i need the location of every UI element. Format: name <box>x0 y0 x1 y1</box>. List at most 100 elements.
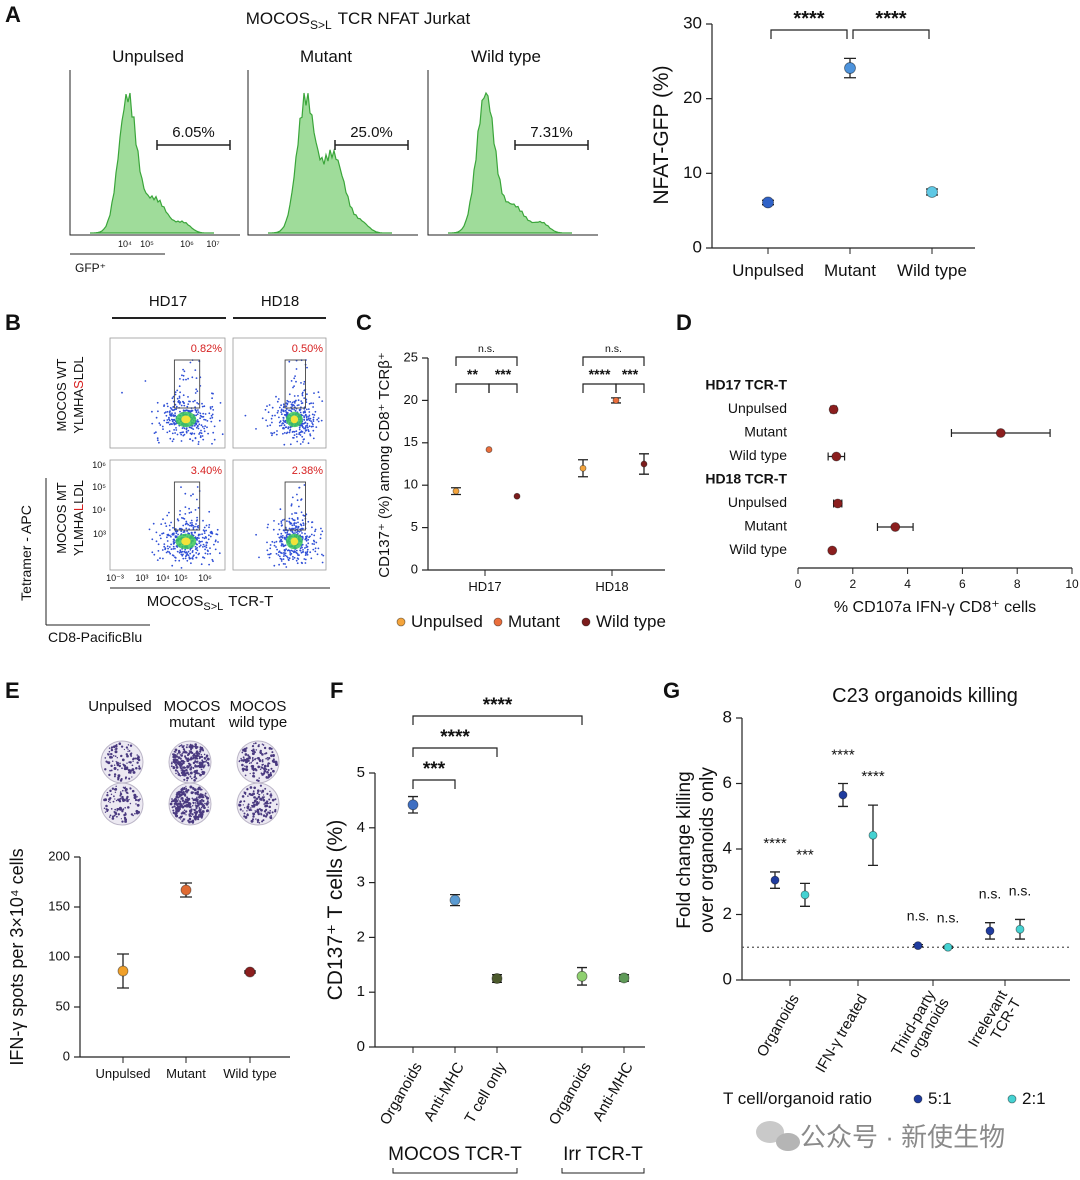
cell-event <box>157 410 159 413</box>
data-point <box>452 487 460 495</box>
elispot-spot <box>130 752 133 755</box>
cell-event <box>304 562 307 564</box>
legend-label: 5:1 <box>928 1089 952 1108</box>
elispot-spot <box>181 820 184 823</box>
flow-frame <box>247 70 418 236</box>
cell-event <box>211 442 213 445</box>
cell-event <box>163 419 166 422</box>
cell-event <box>288 527 291 530</box>
elispot-spot <box>266 792 269 795</box>
cell-event <box>269 547 272 550</box>
elispot-spot <box>179 744 182 747</box>
y-tick-label: 0 <box>723 969 732 988</box>
elispot-spot <box>129 787 132 790</box>
cell-event <box>287 549 290 552</box>
cell-event <box>208 412 211 415</box>
elispot-spot <box>185 785 187 788</box>
cell-event <box>255 533 257 536</box>
cell-event <box>183 370 186 373</box>
cell-event <box>285 566 288 568</box>
y-tick-label: 0 <box>693 237 702 256</box>
cell-event <box>317 420 320 423</box>
cell-event <box>297 527 300 529</box>
cell-event <box>293 434 296 436</box>
cell-event <box>294 512 296 514</box>
cell-event <box>189 548 192 551</box>
elispot-spot <box>182 761 185 765</box>
elispot-spot <box>261 766 264 769</box>
cell-event <box>194 531 196 534</box>
cell-event <box>197 409 199 411</box>
cell-event <box>168 418 170 421</box>
gate-box <box>284 481 306 531</box>
cell-event <box>304 554 307 556</box>
data-point <box>770 875 780 885</box>
cell-event <box>301 543 304 546</box>
cell-event <box>179 403 181 405</box>
cell-event <box>310 557 313 560</box>
elispot-spot <box>192 802 195 805</box>
elispot-spot <box>174 769 177 772</box>
cell-event <box>168 430 171 433</box>
cell-event <box>201 533 204 535</box>
elispot-spot <box>189 811 192 815</box>
data-point <box>926 186 938 198</box>
elispot-spot <box>113 773 117 776</box>
elispot-spot <box>251 760 253 763</box>
cell-event <box>314 530 316 533</box>
cell-event <box>280 532 283 535</box>
cell-event <box>296 404 299 407</box>
elispot-spot <box>270 796 272 799</box>
elispot-spot <box>105 804 108 808</box>
elispot-spot <box>256 819 260 822</box>
elispot-spot <box>238 760 241 762</box>
cell-event <box>175 405 178 408</box>
elispot-spot <box>199 750 202 753</box>
cell-event <box>196 390 199 393</box>
cell-event <box>170 423 172 425</box>
elispot-spot <box>185 758 187 760</box>
cell-event <box>199 412 202 415</box>
cell-event <box>311 422 313 424</box>
elispot-spot <box>202 799 205 803</box>
elispot-spot <box>198 757 201 760</box>
cell-event <box>304 430 307 432</box>
y-tick-label: Mutant <box>744 518 787 534</box>
y-tick-label: Mutant <box>744 424 787 440</box>
x-tick-label: 0 <box>795 577 802 591</box>
y-tick-label: Wild type <box>729 447 787 463</box>
elispot-spot <box>190 815 193 818</box>
flow-x-tick-label: 10⁵ <box>174 573 188 583</box>
elispot-spot <box>181 774 183 777</box>
cell-event <box>151 538 154 541</box>
elispot-spot <box>184 766 187 769</box>
cell-event <box>305 425 307 427</box>
elispot-spot <box>172 809 175 812</box>
elispot-spot <box>200 815 204 818</box>
elispot-spot <box>193 788 197 792</box>
cell-event <box>269 544 272 546</box>
column-header: HD18 <box>261 293 299 310</box>
elispot-spot <box>261 791 263 793</box>
elispot-spot <box>265 752 268 755</box>
elispot-spot <box>256 757 259 759</box>
cell-event <box>179 410 181 413</box>
elispot-spot <box>251 750 254 752</box>
cell-event <box>165 421 168 424</box>
cell-event <box>308 425 311 428</box>
density-peak <box>290 415 299 424</box>
cell-event <box>161 425 164 428</box>
elispot-spot <box>185 798 187 801</box>
elispot-spot <box>179 764 183 768</box>
elispot-spot <box>192 799 194 801</box>
y-tick-label: 0 <box>357 1038 365 1055</box>
elispot-spot <box>126 762 128 764</box>
elispot-spot <box>194 758 196 760</box>
elispot-spot <box>267 758 269 761</box>
cell-event <box>322 554 325 557</box>
elispot-spot <box>118 774 121 776</box>
cell-event <box>165 525 168 527</box>
cell-event <box>212 560 214 563</box>
cell-event <box>205 546 208 549</box>
cell-event <box>307 442 310 445</box>
